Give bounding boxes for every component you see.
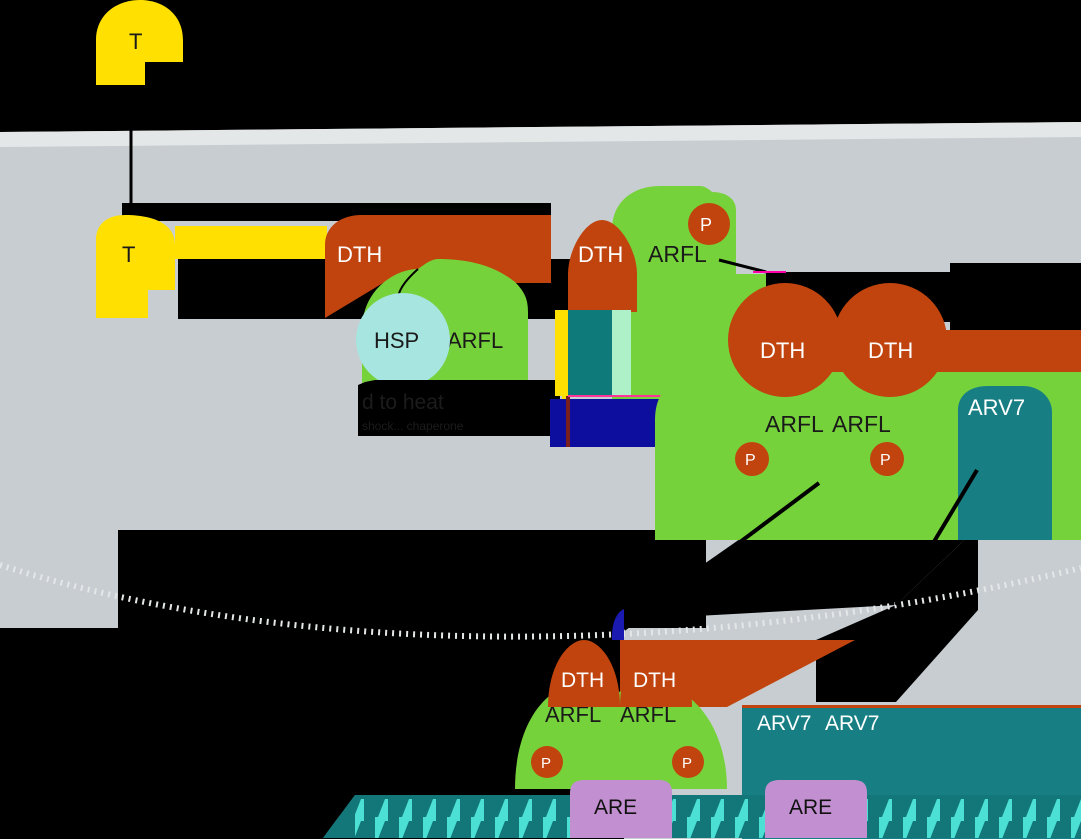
svg-text:P: P	[541, 755, 551, 772]
svg-text:T: T	[129, 29, 142, 54]
svg-text:DTH: DTH	[760, 338, 805, 363]
svg-text:ARV7: ARV7	[968, 395, 1025, 420]
svg-text:DTH: DTH	[868, 338, 913, 363]
svg-text:ARFL: ARFL	[648, 241, 707, 267]
svg-text:P: P	[880, 452, 891, 469]
svg-text:ARE: ARE	[789, 796, 832, 819]
svg-text:ARE: ARE	[594, 796, 637, 819]
svg-text:ARFL: ARFL	[447, 328, 503, 353]
svg-text:P: P	[700, 215, 712, 235]
svg-text:ARV7: ARV7	[825, 712, 879, 735]
svg-text:ARV7: ARV7	[757, 712, 811, 735]
svg-text:P: P	[682, 755, 692, 772]
svg-text:DTH: DTH	[337, 242, 382, 267]
svg-text:P: P	[745, 452, 756, 469]
svg-text:ARFL: ARFL	[765, 411, 824, 437]
svg-text:DTH: DTH	[633, 669, 676, 692]
svg-text:T: T	[122, 242, 135, 267]
svg-text:ARFL: ARFL	[832, 411, 891, 437]
svg-text:DTH: DTH	[561, 669, 604, 692]
svg-text:DTH: DTH	[578, 242, 623, 267]
svg-text:shock... chaperone: shock... chaperone	[362, 419, 464, 433]
svg-text:d to heat: d to heat	[362, 391, 444, 414]
svg-text:HSP: HSP	[374, 328, 419, 353]
